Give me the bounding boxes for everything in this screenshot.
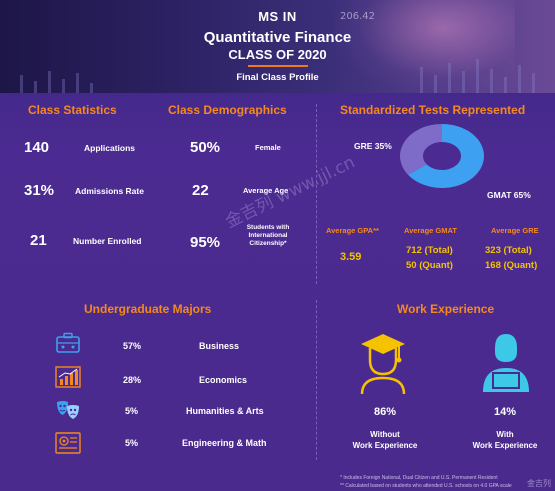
corner-watermark: 金吉列 — [527, 479, 551, 488]
header-glow — [335, 0, 515, 93]
female-label: Female — [255, 143, 281, 152]
gmat-share-label: GMAT 65% — [487, 190, 531, 200]
with-work-label-line1: With — [496, 430, 514, 439]
gre-heading: Average GRE — [491, 226, 539, 235]
applications-label: Applications — [84, 143, 136, 153]
gpa-value: 3.59 — [340, 251, 362, 263]
admissions-rate-value: 31% — [24, 182, 55, 199]
humanities-name: Humanities & Arts — [186, 406, 264, 416]
gre-share-label: GRE 35% — [354, 141, 392, 151]
with-work-pct: 14% — [493, 406, 517, 418]
tests-title: Standardized Tests Represented — [340, 103, 526, 117]
female-value: 50% — [190, 139, 221, 156]
business-pct: 57% — [123, 341, 142, 351]
humanities-pct: 5% — [125, 406, 139, 416]
international-value: 95% — [190, 234, 221, 251]
engineering-pct: 5% — [125, 438, 139, 448]
admissions-rate-label: Admissions Rate — [75, 186, 144, 196]
class-statistics-title: Class Statistics — [28, 103, 117, 117]
footnote-citizenship: * Includes Foreign National, Dual Citize… — [340, 475, 498, 481]
average-age-value: 22 — [192, 182, 209, 199]
header-subtitle: Final Class Profile — [236, 72, 319, 83]
stock-number-decoration: 206.42 — [340, 11, 375, 22]
without-work-label-line2: Work Experience — [352, 441, 418, 450]
donut-slice-gmat — [408, 124, 484, 188]
enrolled-value: 21 — [30, 232, 47, 249]
program-title: Quantitative Finance — [203, 29, 352, 46]
donut-slice-gre — [400, 124, 442, 175]
gmat-heading: Average GMAT — [404, 226, 457, 235]
circuit-board-icon — [55, 432, 81, 454]
gmat-total: 712 (Total) — [406, 245, 453, 256]
economics-pct: 28% — [123, 375, 142, 385]
footnote-gpa: ** Calculated based on students who atte… — [340, 483, 512, 489]
with-work-label-line2: Work Experience — [472, 441, 538, 450]
graduate-icon — [360, 334, 406, 395]
gmat-quant: 50 (Quant) — [406, 260, 453, 271]
header-banner: 206.42 MS IN Quantitative Finance CLASS … — [0, 0, 555, 93]
enrolled-label: Number Enrolled — [73, 236, 142, 246]
class-year: CLASS OF 2020 — [228, 47, 327, 62]
work-experience-title: Work Experience — [397, 302, 495, 316]
gre-total: 323 (Total) — [485, 245, 532, 256]
economics-name: Economics — [199, 375, 248, 385]
stock-ticker-decoration — [20, 59, 535, 93]
test-share-donut-chart — [400, 124, 484, 188]
majors-title: Undergraduate Majors — [84, 302, 212, 316]
theater-masks-icon — [57, 401, 79, 419]
section-divider-top — [316, 104, 317, 284]
watermark: 金吉列 www.jjl.cn — [222, 152, 359, 233]
section-divider-bottom — [316, 300, 317, 460]
header-accent-rule — [248, 65, 308, 67]
engineering-name: Engineering & Math — [182, 438, 267, 448]
growth-chart-icon — [55, 366, 81, 388]
without-work-pct: 86% — [373, 406, 397, 418]
briefcase-icon — [56, 332, 80, 353]
international-label: Students with International Citizenship* — [246, 224, 290, 247]
professional-at-laptop-icon — [483, 334, 529, 392]
program-prefix: MS IN — [258, 9, 297, 24]
average-age-label: Average Age — [243, 186, 289, 195]
gpa-heading: Average GPA** — [326, 226, 379, 235]
applications-value: 140 — [24, 139, 50, 156]
gre-quant: 168 (Quant) — [485, 260, 538, 271]
without-work-label-line1: Without — [370, 430, 400, 439]
business-name: Business — [199, 341, 240, 351]
class-demographics-title: Class Demographics — [168, 103, 287, 117]
